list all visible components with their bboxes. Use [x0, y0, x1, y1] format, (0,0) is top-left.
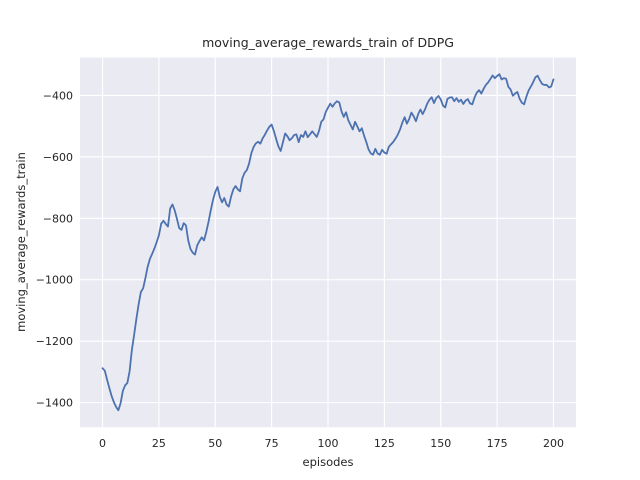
y-tick-label: −1000	[36, 274, 73, 287]
y-tick-label: −1200	[36, 335, 73, 348]
x-axis-label: episodes	[303, 455, 354, 469]
y-tick-label: −1400	[36, 397, 73, 410]
y-tick-label: −800	[43, 212, 73, 225]
series-line	[101, 73, 555, 412]
x-tick-label: 175	[487, 437, 508, 450]
x-tick-label: 150	[430, 437, 451, 450]
gridlines	[80, 57, 576, 428]
x-tick-label: 100	[318, 437, 339, 450]
x-tick-label: 50	[208, 437, 222, 450]
y-tick-labels: −1400 −1200 −1000 −800 −600 −400	[36, 89, 73, 409]
chart-title: moving_average_rewards_train of DDPG	[202, 35, 454, 50]
y-tick-label: −600	[43, 151, 73, 164]
x-tick-label: 125	[374, 437, 395, 450]
y-tick-label: −400	[43, 89, 73, 102]
x-tick-label: 25	[152, 437, 166, 450]
y-axis-label: moving_average_rewards_train	[14, 152, 28, 332]
x-tick-label: 75	[265, 437, 279, 450]
x-tick-labels: 0 25 50 75 100 125 150 175 200	[99, 437, 564, 450]
x-tick-label: 200	[543, 437, 564, 450]
x-tick-label: 0	[99, 437, 106, 450]
series-layer	[101, 73, 555, 412]
